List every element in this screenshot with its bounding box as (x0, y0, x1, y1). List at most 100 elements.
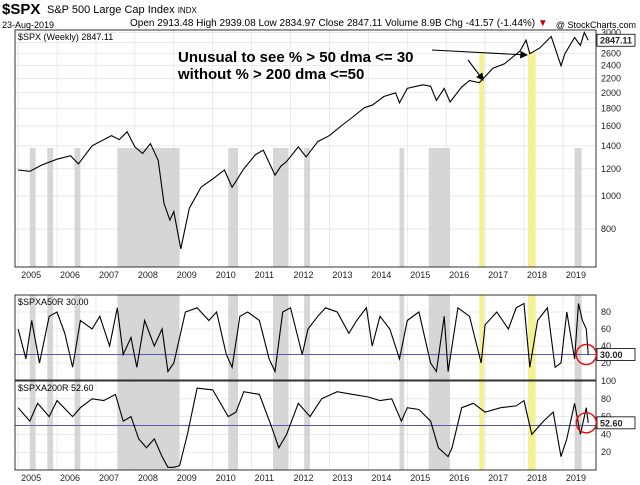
gray-band (428, 295, 451, 380)
x-tick-label: 2006 (60, 473, 80, 483)
x-tick-label: 2016 (449, 270, 469, 280)
gray-band (428, 148, 451, 267)
x-tick-label: 2013 (332, 473, 352, 483)
series-line (17, 302, 589, 374)
annotation-line-2: without % > 200 dma <=50 (177, 66, 364, 83)
panel-title: $SPXA50R 30.00 (18, 297, 89, 307)
y-tick-label: 80 (601, 307, 611, 317)
x-tick-label: 2019 (566, 270, 586, 280)
yellow-band (527, 295, 536, 380)
y-tick-label: 80 (601, 394, 611, 404)
gray-band (304, 148, 310, 267)
panel-frame (14, 294, 597, 381)
panel-1: 800 1000 1200 1400 1600 1800 2000 2200 2400 2600 2… (14, 27, 636, 268)
yellow-band (479, 52, 485, 267)
y-tick-label: 800 (601, 224, 616, 234)
series-line (18, 31, 589, 250)
panel-frame (14, 29, 597, 268)
highlight-circle (575, 343, 597, 366)
last-value-box (596, 416, 636, 430)
gray-band (47, 148, 54, 267)
x-tick-label: 2015 (410, 473, 430, 483)
index-name: S&P 500 Large Cap Index INDX (47, 4, 197, 16)
series-line (17, 387, 589, 468)
gray-band (574, 148, 582, 267)
y-tick-label: 1600 (601, 121, 621, 131)
exchange-label: INDX (177, 6, 197, 15)
change-arrow-icon: ▼ (537, 18, 548, 29)
x-tick-label: 2005 (21, 473, 41, 483)
last-value-label: 30.00 (600, 350, 623, 360)
x-tick-label: 2018 (527, 270, 547, 280)
y-tick-label: 2000 (601, 88, 621, 98)
x-tick-label: 2017 (488, 270, 508, 280)
x-tick-label: 2010 (216, 270, 236, 280)
symbol-title: $SPX (2, 1, 41, 18)
y-tick-label: 20 (601, 447, 611, 457)
y-tick-label: 1200 (601, 164, 621, 174)
x-tick-label: 2015 (410, 270, 430, 280)
index-name-text: S&P 500 Large Cap Index (47, 4, 175, 16)
last-value-label: 2847.11 (600, 36, 632, 46)
gray-band (399, 295, 405, 380)
x-tick-label: 2009 (177, 473, 197, 483)
x-tick-label: 2005 (21, 270, 41, 280)
y-tick-label: 20 (601, 358, 611, 368)
annotation-line-1: Unusual to see % > 50 dma <= 30 (178, 49, 414, 66)
gray-band (117, 295, 180, 380)
gray-band (117, 148, 180, 267)
x-tick-label: 2012 (294, 473, 314, 483)
gray-band (228, 148, 238, 267)
gray-band (273, 148, 289, 267)
x-tick-label: 2007 (99, 270, 119, 280)
yellow-band (527, 52, 536, 267)
brand-label: @ StockCharts.com (555, 20, 636, 30)
gray-band (74, 148, 81, 267)
last-value-box (596, 348, 636, 361)
x-tick-label: 2017 (488, 473, 508, 483)
gray-band (228, 295, 238, 380)
y-tick-label: 40 (601, 341, 611, 351)
x-tick-label: 2006 (60, 270, 80, 280)
y-tick-label: 2400 (601, 61, 621, 71)
y-tick-label: 2200 (601, 74, 621, 84)
quote-values: Open 2913.48 High 2939.08 Low 2834.97 Cl… (130, 18, 536, 29)
x-tick-label: 2013 (332, 270, 352, 280)
last-value-box (596, 33, 636, 47)
x-tick-label: 2019 (566, 473, 586, 483)
x-tick-label: 2018 (527, 473, 547, 483)
chart-date: 23-Aug-2019 (2, 20, 55, 30)
annotation-arrow-2016 (467, 59, 484, 81)
x-tick-label: 2012 (294, 270, 314, 280)
quote-line: Open 2913.48 High 2939.08 Low 2834.97 Cl… (130, 18, 548, 29)
y-tick-label: 40 (601, 429, 611, 439)
last-value-label: 52.60 (600, 418, 623, 428)
x-tick-label: 2011 (255, 270, 274, 280)
highlight-circle (575, 412, 597, 434)
x-tick-label: 2008 (138, 473, 158, 483)
panel-title: $SPX (Weekly) 2847.11 (18, 32, 113, 42)
gray-band (304, 295, 310, 380)
panel-2: 20 40 60 80 $SPXA50R 30.00 30.00 (14, 294, 636, 381)
x-tick-label: 2011 (255, 473, 274, 483)
y-tick-label: 3000 (601, 27, 621, 37)
x-tick-label: 2009 (177, 270, 197, 280)
x-tick-label: 2014 (371, 270, 391, 280)
x-tick-label: 2016 (449, 473, 469, 483)
gray-band (29, 148, 36, 267)
y-tick-label: 1000 (601, 191, 621, 201)
x-tick-label: 2010 (216, 473, 236, 483)
panel-title: $SPXA200R 52.60 (18, 383, 94, 393)
x-tick-label: 2014 (371, 473, 391, 483)
y-tick-label: 1800 (601, 103, 621, 113)
y-tick-label: 100 (601, 376, 616, 386)
y-tick-label: 1400 (601, 141, 621, 151)
gray-band (399, 148, 405, 267)
x-tick-label: 2008 (138, 270, 158, 280)
yellow-band (479, 295, 485, 380)
y-tick-label: 2600 (601, 49, 621, 59)
gray-band (47, 295, 54, 380)
gray-band (574, 295, 582, 380)
